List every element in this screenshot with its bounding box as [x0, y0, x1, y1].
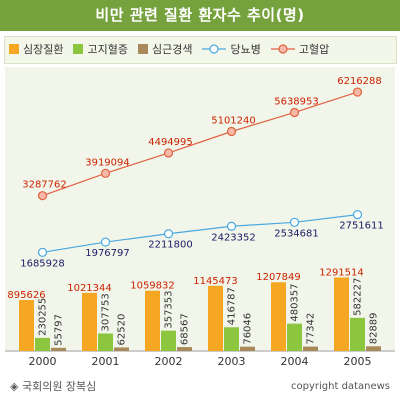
legend-label-heart-disease: 심장질환	[23, 43, 64, 56]
data-label-hyperlipidemia-2000: 230255	[38, 298, 49, 336]
bar-hyperlipidemia-2003	[224, 327, 239, 351]
data-label-hypertension-2000: 3287762	[22, 180, 67, 191]
data-label-hyperlipidemia-2001: 307753	[101, 293, 112, 331]
data-label-myocardial-infarction-2004: 77342	[306, 313, 317, 345]
legend-item-heart-disease: 심장질환	[9, 41, 63, 57]
point-hypertension-2001	[100, 168, 111, 178]
data-label-diabetes-2002: 2211800	[148, 240, 193, 251]
x-tick-label-2002: 2002	[155, 355, 183, 368]
point-diabetes-2005	[352, 210, 363, 220]
data-label-hypertension-2004: 5638953	[274, 96, 319, 107]
legend-swatch-diabetes	[202, 44, 227, 54]
line-hypertension	[42, 91, 358, 197]
data-label-heart-disease-2005: 1291514	[319, 267, 364, 278]
point-diabetes-2000	[37, 247, 48, 257]
data-label-diabetes-2003: 2423352	[211, 232, 256, 243]
x-tick-label-2005: 2005	[344, 355, 372, 368]
legend-item-hypertension: 고혈압	[270, 41, 330, 57]
point-hypertension-2000	[37, 191, 48, 201]
legend-item-hyperlipidemia: 고지혈증	[73, 41, 128, 57]
legend-item-diabetes: 당뇨병	[202, 41, 261, 57]
bar-hyperlipidemia-2005	[350, 317, 365, 351]
data-label-hyperlipidemia-2002: 357353	[164, 290, 175, 328]
point-diabetes-2002	[163, 229, 174, 239]
bar-hyperlipidemia-2000	[35, 337, 50, 351]
data-label-hypertension-2005: 6216288	[337, 76, 382, 87]
data-label-hypertension-2002: 4494995	[148, 137, 193, 148]
legend-label-hyperlipidemia: 고지혈증	[87, 43, 128, 56]
data-label-diabetes-2005: 2751611	[339, 221, 384, 232]
data-label-heart-disease-2003: 1145473	[193, 276, 238, 287]
point-diabetes-2004	[289, 217, 300, 227]
legend: 심장질환 고지혈증 심근경색 당뇨병 고혈압	[9, 36, 329, 62]
bar-heart-disease-2000	[19, 300, 34, 351]
point-diabetes-2001	[100, 237, 111, 247]
legend-swatch-hyperlipidemia	[73, 44, 84, 54]
bar-heart-disease-2005	[334, 277, 349, 351]
data-label-heart-disease-2001: 1021344	[67, 283, 112, 294]
data-label-myocardial-infarction-2005: 82889	[369, 312, 380, 344]
source-credit: ◈ 국회의원 장복심	[10, 380, 97, 393]
legend-label-diabetes: 당뇨병	[230, 43, 261, 56]
point-diabetes-2003	[226, 221, 237, 231]
title-bar	[0, 0, 400, 31]
bar-heart-disease-2002	[145, 290, 160, 351]
data-label-myocardial-infarction-2001: 62520	[117, 314, 128, 346]
plot-background	[5, 67, 395, 350]
data-label-heart-disease-2004: 1207849	[256, 272, 301, 283]
data-label-heart-disease-2000: 895626	[7, 290, 45, 301]
bar-heart-disease-2004	[271, 282, 286, 351]
bar-hyperlipidemia-2002	[161, 330, 176, 351]
data-label-diabetes-2000: 1685928	[20, 258, 65, 269]
data-label-hyperlipidemia-2005: 582227	[353, 278, 364, 316]
bar-myocardial-infarction-2004	[303, 346, 318, 351]
data-label-myocardial-infarction-2000: 55797	[54, 314, 65, 346]
bar-myocardial-infarction-2003	[240, 346, 255, 351]
x-tick-label-2000: 2000	[29, 355, 57, 368]
line-diabetes	[42, 214, 358, 253]
data-label-hypertension-2003: 5101240	[211, 115, 256, 126]
data-label-myocardial-infarction-2002: 68567	[180, 313, 191, 345]
chart-title: 비만 관련 질환 환자수 추이(명)	[95, 6, 305, 24]
data-label-hyperlipidemia-2003: 416787	[227, 287, 238, 325]
bar-heart-disease-2001	[82, 292, 97, 351]
bar-myocardial-infarction-2002	[177, 347, 192, 351]
legend-swatch-hypertension	[270, 44, 295, 54]
data-label-myocardial-infarction-2003: 76046	[243, 313, 254, 345]
legend-label-hypertension: 고혈압	[298, 43, 330, 56]
data-label-heart-disease-2002: 1059832	[130, 281, 175, 292]
legend-swatch-myocardial-infarction	[137, 44, 148, 54]
data-label-hypertension-2001: 3919094	[85, 157, 130, 168]
x-tick-label-2004: 2004	[281, 355, 309, 368]
data-label-diabetes-2004: 2534681	[274, 228, 319, 239]
x-tick-label-2001: 2001	[92, 355, 120, 368]
data-label-hyperlipidemia-2004: 480357	[290, 283, 301, 321]
x-tick-label-2003: 2003	[218, 355, 246, 368]
point-hypertension-2004	[289, 107, 300, 118]
bar-myocardial-infarction-2000	[51, 347, 66, 351]
bar-hyperlipidemia-2001	[98, 333, 113, 351]
point-hypertension-2002	[163, 148, 174, 158]
bar-heart-disease-2003	[208, 285, 223, 351]
point-hypertension-2003	[226, 126, 237, 137]
legend-label-myocardial-infarction: 심근경색	[151, 43, 193, 56]
bar-myocardial-infarction-2001	[114, 347, 129, 351]
copyright-text: copyright datanews	[291, 381, 390, 392]
legend-box	[4, 36, 397, 64]
data-label-diabetes-2001: 1976797	[85, 248, 130, 259]
point-hypertension-2005	[352, 87, 363, 97]
legend-item-myocardial-infarction: 심근경색	[137, 41, 193, 57]
bar-myocardial-infarction-2005	[366, 346, 381, 351]
bar-hyperlipidemia-2004	[287, 323, 302, 351]
legend-swatch-heart-disease	[9, 44, 19, 54]
